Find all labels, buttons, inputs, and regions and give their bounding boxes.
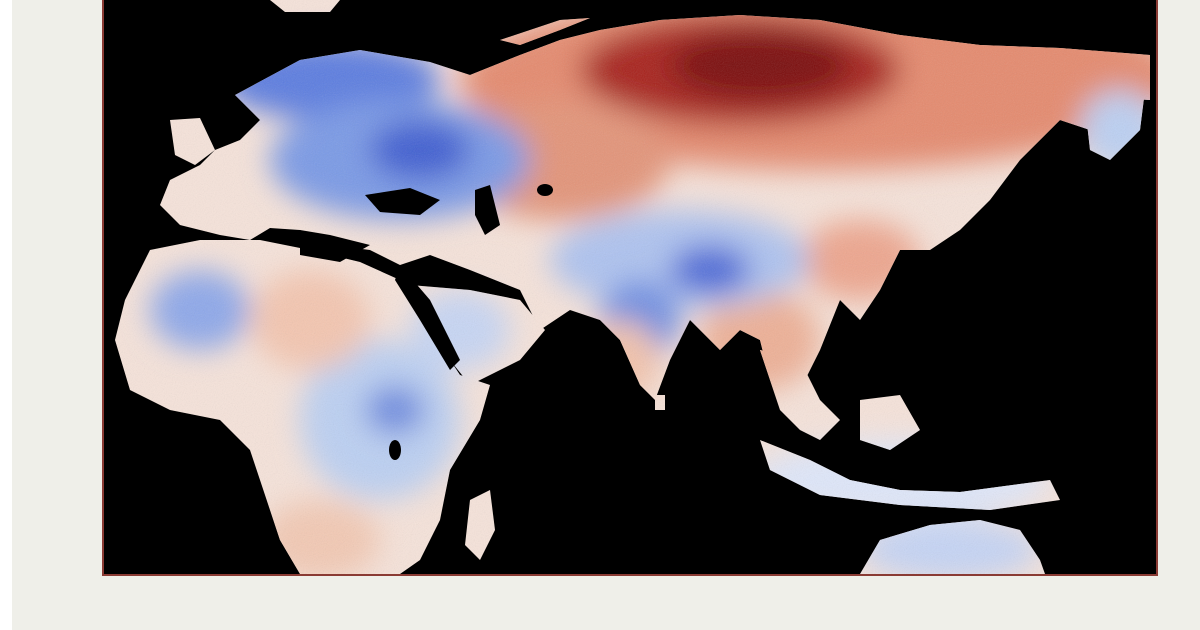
left-strip	[0, 0, 12, 630]
inland-water	[300, 184, 553, 460]
